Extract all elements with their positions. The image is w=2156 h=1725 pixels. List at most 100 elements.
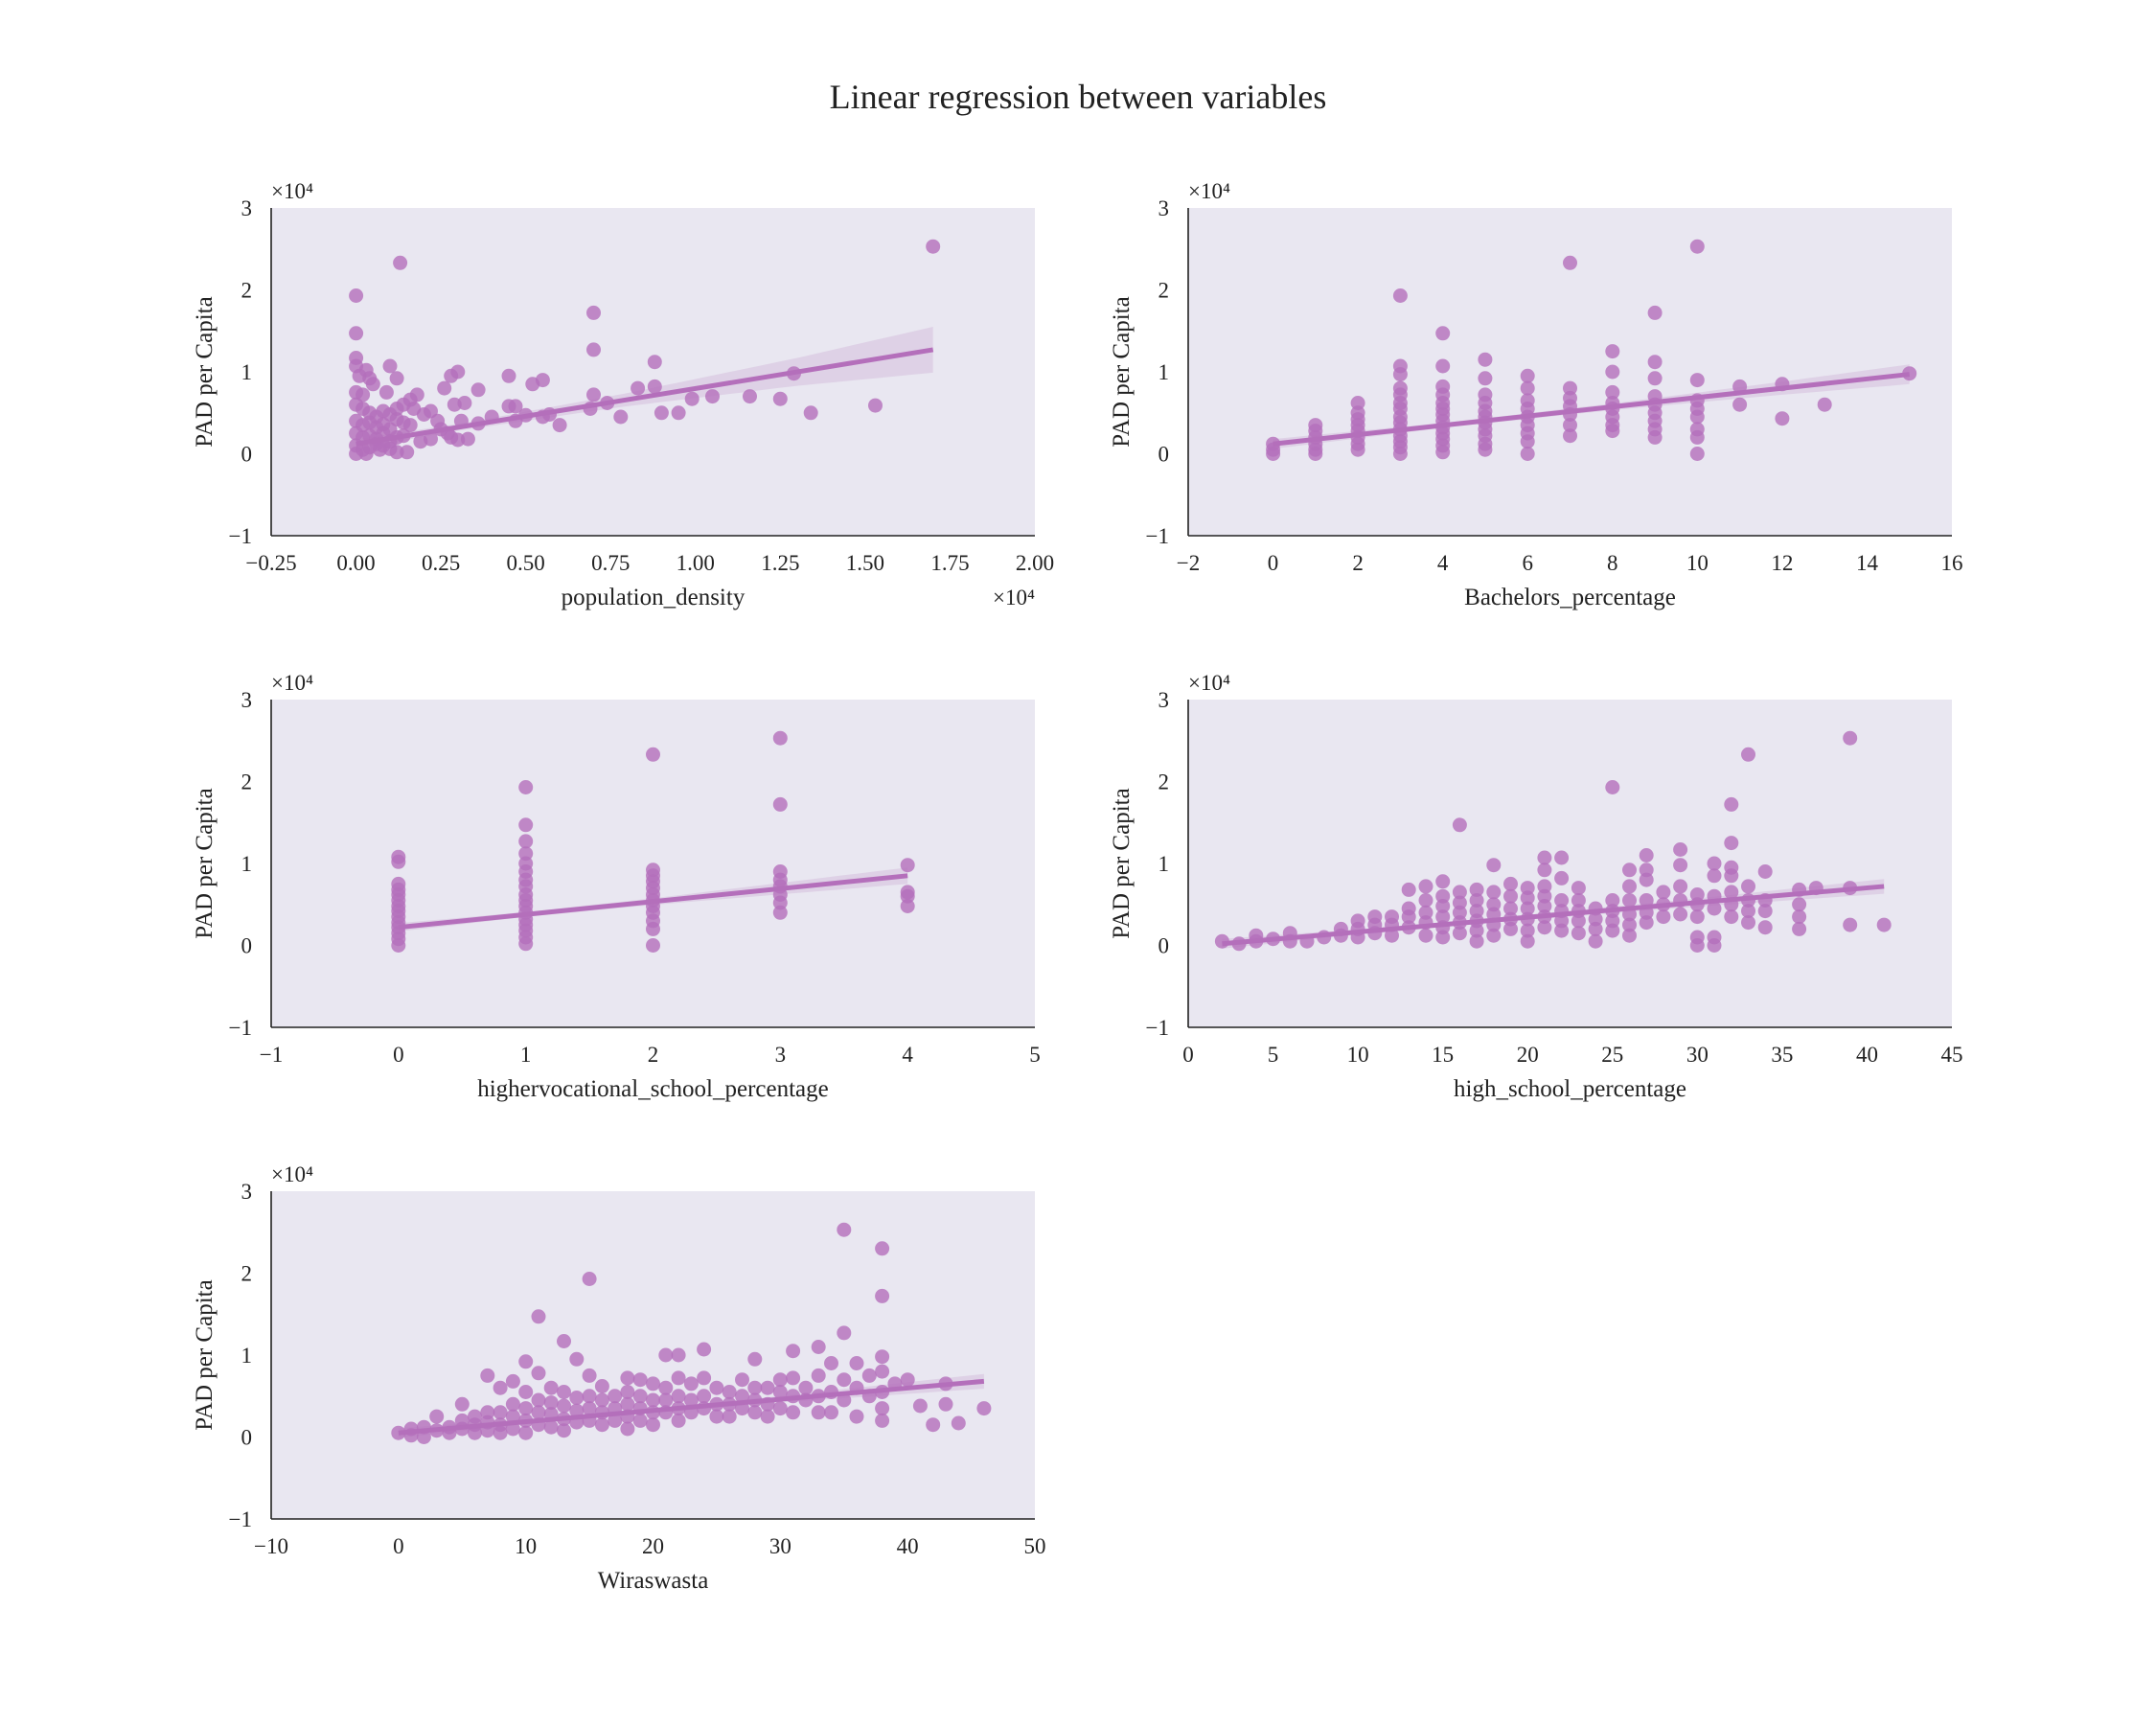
data-point [1478, 352, 1493, 367]
data-point [493, 1380, 508, 1395]
data-point [460, 431, 475, 447]
data-point [772, 796, 788, 812]
x-tick-label: 30 [1686, 1043, 1709, 1067]
data-point [505, 1396, 520, 1412]
y-tick-label: −1 [229, 524, 252, 548]
data-point [1571, 893, 1586, 908]
data-point [824, 1356, 838, 1370]
data-point [1605, 364, 1620, 380]
plot-area [1188, 700, 1952, 1027]
data-point [1622, 879, 1637, 894]
data-point [389, 371, 404, 386]
data-point [900, 899, 915, 913]
data-point [608, 1413, 623, 1428]
x-tick-label: 2 [648, 1043, 659, 1067]
x-tick-label: 3 [775, 1043, 787, 1067]
data-point [837, 1222, 852, 1237]
y-tick-label: 2 [241, 1262, 253, 1286]
data-point [1571, 913, 1586, 929]
data-point [349, 288, 364, 303]
y-tick-label: 1 [1158, 360, 1170, 384]
data-point [1537, 862, 1552, 878]
x-tick-label: 1.75 [930, 551, 969, 575]
x-axis-label: high_school_percentage [1454, 1076, 1686, 1102]
x-tick-label: 0 [393, 1534, 404, 1558]
y-tick-label: 3 [1158, 196, 1170, 220]
regression-line [1273, 372, 1910, 447]
y-tick-label: 3 [241, 196, 253, 220]
data-point [586, 387, 601, 402]
data-point [1537, 899, 1552, 913]
data-point [803, 405, 818, 421]
data-point [1452, 895, 1467, 910]
data-point [1707, 856, 1722, 871]
data-point [646, 1392, 660, 1408]
data-point [1741, 747, 1755, 762]
data-point [454, 1396, 470, 1412]
data-point [900, 858, 915, 873]
scatter-points [349, 239, 941, 461]
y-tick-label: 0 [1158, 443, 1170, 467]
data-point [1554, 893, 1570, 908]
data-point [1639, 848, 1654, 862]
data-point [1707, 901, 1722, 916]
x-tick-label: 1.25 [761, 551, 799, 575]
x-tick-label: 1.00 [677, 551, 715, 575]
y-axis-multiplier: ×10⁴ [1188, 671, 1230, 695]
data-point [1503, 888, 1518, 904]
data-point [760, 1380, 775, 1395]
y-tick-label: −1 [229, 1507, 252, 1531]
y-axis-multiplier: ×10⁴ [271, 1162, 313, 1186]
data-point [1605, 893, 1620, 908]
data-point [747, 1380, 763, 1395]
x-tick-label: −0.25 [245, 551, 296, 575]
x-axis-label: population_density [562, 585, 745, 610]
data-point [1435, 445, 1451, 460]
data-point [1707, 938, 1722, 953]
chart-panel-2: −2 0 2 4 6 8 10 12 14 16−10123Bachelors_percentag… [1109, 179, 1963, 610]
x-tick-label: 4 [902, 1043, 913, 1067]
y-axis-label: PAD per Capita [1109, 788, 1135, 938]
data-point [772, 730, 788, 746]
data-point [1563, 428, 1577, 444]
data-point [1724, 796, 1739, 812]
data-point [1469, 904, 1484, 919]
data-point [1563, 380, 1577, 396]
data-point [1418, 879, 1434, 894]
data-point [1588, 921, 1603, 936]
y-tick-label: −1 [1146, 1016, 1169, 1040]
data-point [683, 1376, 699, 1392]
data-point [1571, 926, 1586, 941]
data-point [1656, 909, 1671, 925]
data-point [705, 389, 720, 404]
data-point [1452, 926, 1467, 941]
data-point [632, 1413, 648, 1428]
x-tick-label: −2 [1177, 551, 1200, 575]
data-point [1392, 367, 1408, 382]
data-point [647, 355, 662, 370]
data-point [518, 1425, 534, 1440]
data-point [1622, 928, 1637, 943]
data-point [620, 1385, 635, 1399]
data-point [646, 747, 660, 762]
data-point [647, 379, 662, 394]
data-point [976, 1401, 992, 1416]
data-point [518, 1385, 534, 1399]
x-tick-label: 12 [1771, 551, 1793, 575]
data-point [875, 1349, 890, 1365]
data-point [671, 1389, 686, 1404]
y-axis-label: PAD per Capita [192, 296, 218, 447]
data-point [1478, 371, 1493, 386]
data-point [1843, 730, 1858, 746]
data-point [772, 1385, 788, 1399]
data-point [1647, 305, 1663, 320]
data-point [811, 1368, 826, 1383]
x-tick-label: 2.00 [1016, 551, 1054, 575]
data-point [1605, 923, 1620, 938]
data-point [1392, 288, 1408, 303]
data-point [1741, 915, 1755, 931]
data-point [543, 1395, 559, 1411]
data-point [1401, 882, 1416, 897]
data-point [811, 1340, 826, 1354]
data-point [1588, 933, 1603, 949]
